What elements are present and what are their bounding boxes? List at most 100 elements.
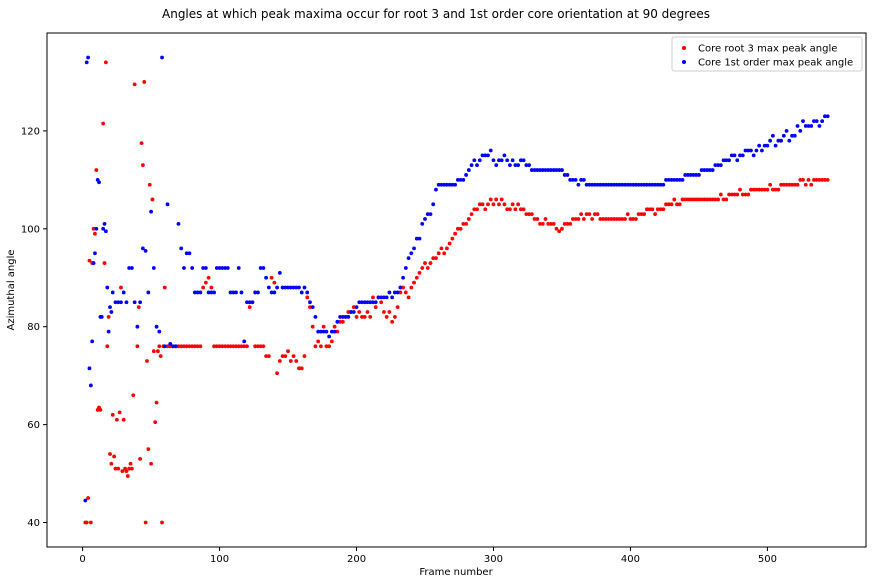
data-point	[121, 290, 126, 295]
data-point	[414, 275, 419, 280]
data-point	[735, 192, 740, 197]
data-point	[384, 295, 389, 300]
data-point	[475, 163, 479, 168]
data-point	[740, 153, 745, 158]
data-point	[540, 168, 545, 172]
x-axis-label: Frame number	[419, 567, 493, 578]
data-point	[549, 168, 553, 172]
data-point	[362, 315, 367, 319]
data-point	[694, 173, 699, 177]
data-point	[310, 305, 315, 310]
data-point	[121, 417, 126, 422]
data-point	[261, 266, 266, 270]
data-point	[738, 187, 742, 192]
data-point	[395, 305, 400, 310]
data-point	[154, 324, 159, 329]
data-point	[128, 461, 133, 466]
data-point	[595, 212, 600, 217]
data-point	[125, 474, 130, 478]
data-point	[275, 285, 279, 290]
data-point	[398, 290, 403, 295]
data-point	[365, 310, 370, 314]
data-point	[116, 300, 121, 305]
data-point	[382, 310, 386, 314]
data-point	[280, 285, 285, 290]
data-point	[412, 246, 416, 251]
data-point	[623, 217, 627, 221]
data-point	[160, 55, 164, 60]
data-point	[127, 266, 132, 270]
data-point	[538, 222, 542, 226]
data-point	[699, 168, 704, 172]
data-point	[688, 197, 693, 202]
data-point	[431, 202, 436, 207]
data-point	[425, 266, 430, 270]
data-point	[395, 290, 400, 295]
data-point	[98, 408, 103, 412]
data-point	[360, 300, 364, 305]
data-point	[373, 305, 378, 310]
data-point	[239, 344, 244, 349]
data-point	[223, 344, 227, 349]
data-point	[149, 461, 153, 466]
data-point	[139, 141, 144, 146]
data-point	[540, 222, 545, 226]
data-point	[502, 202, 507, 207]
data-point	[436, 251, 441, 256]
data-point	[179, 344, 184, 349]
data-point	[606, 217, 611, 221]
data-point	[784, 182, 789, 187]
data-point	[109, 461, 114, 466]
data-point	[272, 280, 277, 285]
data-point	[157, 329, 162, 334]
data-point	[214, 266, 219, 270]
data-point	[518, 158, 523, 163]
data-point	[620, 182, 625, 187]
data-point	[688, 173, 693, 177]
data-point	[710, 197, 715, 202]
data-point	[762, 143, 767, 148]
data-point	[140, 163, 145, 168]
data-point	[488, 197, 493, 202]
data-point	[145, 359, 149, 363]
data-point	[499, 158, 504, 163]
data-point	[455, 177, 460, 182]
data-point	[247, 305, 252, 310]
data-point	[266, 285, 271, 290]
data-point	[130, 266, 134, 270]
data-point	[612, 217, 616, 221]
data-point	[625, 212, 630, 217]
data-point	[592, 212, 597, 217]
data-point	[806, 124, 811, 128]
data-point	[258, 266, 263, 270]
data-point	[636, 212, 641, 217]
data-point	[450, 236, 455, 241]
data-point	[639, 182, 644, 187]
data-point	[209, 290, 214, 295]
data-point	[316, 339, 321, 344]
data-point	[343, 315, 348, 319]
data-point	[581, 177, 586, 182]
data-point	[760, 187, 764, 192]
data-point	[445, 246, 449, 251]
data-point	[379, 300, 384, 305]
data-point	[368, 315, 373, 319]
data-point	[455, 226, 460, 231]
data-point	[697, 197, 701, 202]
data-point	[357, 310, 362, 314]
data-point	[642, 182, 647, 187]
data-point	[231, 290, 236, 295]
data-point	[384, 315, 389, 319]
data-point	[132, 300, 137, 305]
data-point	[803, 182, 808, 187]
data-point	[105, 285, 110, 290]
data-point	[812, 177, 816, 182]
data-point	[406, 295, 411, 300]
data-point	[823, 114, 827, 119]
data-point	[718, 192, 723, 197]
data-point	[401, 275, 405, 280]
data-point	[132, 82, 137, 87]
data-point	[809, 182, 814, 187]
data-point	[469, 163, 474, 168]
